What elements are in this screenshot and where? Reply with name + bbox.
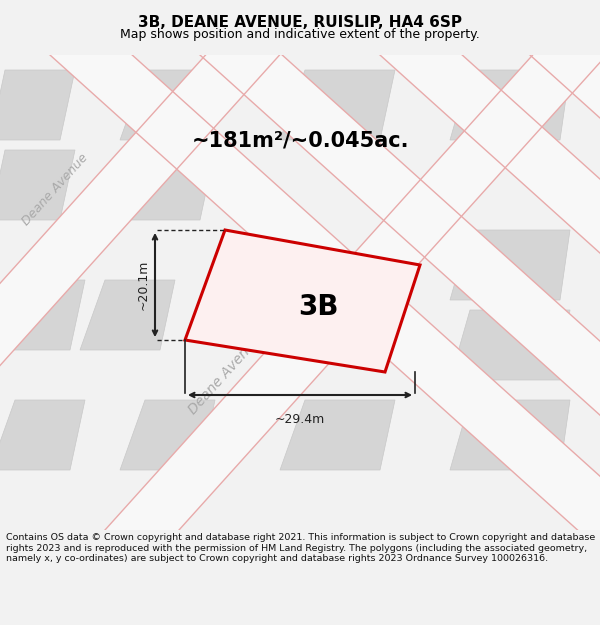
Text: Map shows position and indicative extent of the property.: Map shows position and indicative extent…: [120, 28, 480, 41]
Text: Deane Avenue: Deane Avenue: [186, 332, 264, 418]
Polygon shape: [450, 400, 570, 470]
Polygon shape: [80, 280, 175, 350]
Polygon shape: [232, 0, 600, 625]
Text: ~29.4m: ~29.4m: [275, 413, 325, 426]
Polygon shape: [120, 150, 215, 220]
Polygon shape: [0, 70, 75, 140]
Text: ~181m²/~0.045ac.: ~181m²/~0.045ac.: [191, 130, 409, 150]
Polygon shape: [450, 310, 570, 380]
Polygon shape: [280, 70, 395, 140]
Polygon shape: [0, 400, 85, 470]
Polygon shape: [185, 230, 420, 372]
Polygon shape: [450, 70, 570, 140]
Polygon shape: [0, 280, 85, 350]
Text: Deane Avenue: Deane Avenue: [19, 151, 91, 229]
Polygon shape: [450, 230, 570, 300]
Text: 3B, DEANE AVENUE, RUISLIP, HA4 6SP: 3B, DEANE AVENUE, RUISLIP, HA4 6SP: [138, 16, 462, 31]
Polygon shape: [280, 400, 395, 470]
Text: ~20.1m: ~20.1m: [137, 260, 150, 310]
Polygon shape: [382, 0, 600, 625]
Polygon shape: [52, 0, 600, 625]
Polygon shape: [0, 0, 600, 436]
Polygon shape: [120, 400, 215, 470]
Polygon shape: [120, 70, 215, 140]
Polygon shape: [0, 150, 75, 220]
Text: Contains OS data © Crown copyright and database right 2021. This information is : Contains OS data © Crown copyright and d…: [6, 533, 595, 563]
Polygon shape: [16, 0, 600, 625]
Text: 3B: 3B: [299, 292, 339, 321]
